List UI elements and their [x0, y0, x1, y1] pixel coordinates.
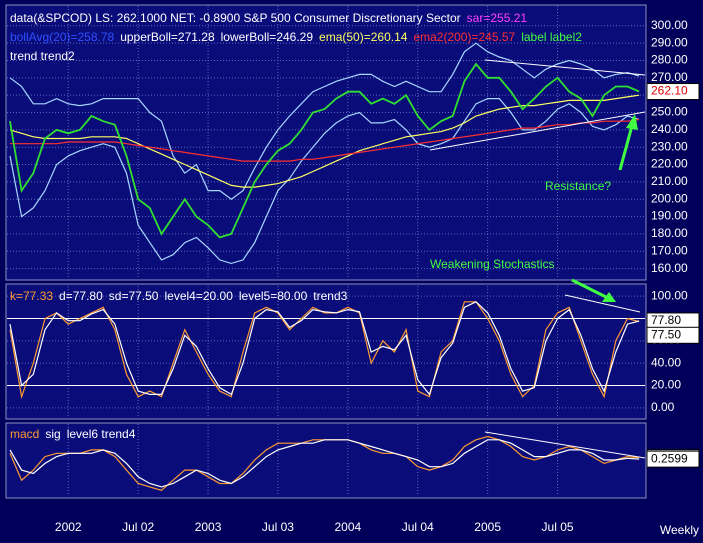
legend-entry: ema2(200)=245.57 [413, 30, 515, 44]
value-box-label: 262.10 [651, 84, 688, 98]
series-line [9, 439, 640, 488]
y-tick-label: 180.00 [651, 226, 688, 240]
trend-line [484, 59, 646, 76]
annotation: Weakening Stochastics [430, 257, 555, 271]
arrow [618, 121, 635, 171]
series-line [9, 94, 640, 188]
x-tick-label: Jul 03 [262, 520, 294, 534]
legend-entry: level5=80.00 [239, 289, 308, 303]
legend-entry: trend trend2 [10, 49, 75, 63]
x-tick-label: 2004 [334, 520, 361, 534]
value-box [646, 450, 700, 468]
macd-panel [5, 422, 647, 499]
value-box-label: 77.80 [651, 313, 681, 327]
arrow [571, 278, 609, 300]
legend-entry: upperBoll=271.28 [120, 30, 215, 44]
legend-entry: sd=77.50 [109, 289, 159, 303]
x-tick-label: 2003 [195, 520, 222, 534]
y-tick-label: 160.00 [651, 261, 688, 275]
x-tick-label: Jul 02 [122, 520, 154, 534]
y-tick-label: 240.00 [651, 122, 688, 136]
y-tick-label: 290.00 [651, 35, 688, 49]
legend-entry: level4=20.00 [164, 289, 233, 303]
series-line [10, 118, 640, 162]
y-tick-label: 230.00 [651, 139, 688, 153]
value-box-label: 77.50 [651, 327, 681, 341]
legend-entry: level6 trend4 [67, 427, 136, 441]
legend-entry: sig [45, 427, 60, 441]
annotation: Resistance? [545, 179, 611, 193]
trend-line [564, 294, 641, 313]
x-tick-label: 2005 [474, 520, 501, 534]
legend-entry: trend3 [313, 289, 347, 303]
y-tick-label: 0.00 [651, 400, 675, 414]
legend-entry: sar=255.21 [467, 11, 528, 25]
legend-entry: d=77.80 [59, 289, 103, 303]
legend-entry: lowerBoll=246.29 [221, 30, 314, 44]
legend-entry: k=77.33 [10, 289, 53, 303]
arrow-head [602, 292, 616, 302]
plot-layer: 2002 Jul 02 2003 Jul 03 2004 Jul 04 2005 Jul 05… [7, 6, 700, 537]
y-tick-label: 270.00 [651, 70, 688, 84]
y-tick-label: 200.00 [651, 191, 688, 205]
value-box [646, 83, 700, 101]
x-tick-label: 2002 [55, 520, 82, 534]
legend-entry: bollAvg(20)=258.78 [10, 30, 115, 44]
value-box [646, 326, 700, 344]
y-tick-label: 170.00 [651, 243, 688, 257]
legend-entry: data(&SPCOD) LS: 262.1000 NET: -0.8900 S… [10, 11, 461, 25]
y-tick-label: 100.00 [651, 288, 688, 302]
y-tick-label: 210.00 [651, 174, 688, 188]
x-axis-label: Weekly [660, 523, 699, 537]
value-box-label: 0.2599 [651, 451, 688, 465]
y-tick-label: 20.00 [651, 378, 681, 392]
legend-entry: ema(50)=260.14 [319, 30, 408, 44]
y-tick-label: 190.00 [651, 209, 688, 223]
y-tick-label: 300.00 [651, 18, 688, 32]
y-tick-label: 280.00 [651, 53, 688, 67]
series-line [9, 42, 640, 200]
trend-line [484, 431, 646, 459]
x-tick-label: Jul 04 [402, 520, 434, 534]
series-line [9, 98, 640, 265]
stoch-panel [5, 283, 647, 420]
series-line [9, 301, 640, 396]
legend-entry: macd [10, 427, 39, 441]
arrow-head [626, 114, 638, 130]
y-tick-label: 250.00 [651, 105, 688, 119]
y-tick-label: 220.00 [651, 157, 688, 171]
x-tick-label: Jul 05 [542, 520, 574, 534]
y-tick-label: 40.00 [651, 355, 681, 369]
legend-entry: label label2 [521, 30, 582, 44]
series-line [9, 62, 640, 239]
trend-line [429, 111, 646, 151]
